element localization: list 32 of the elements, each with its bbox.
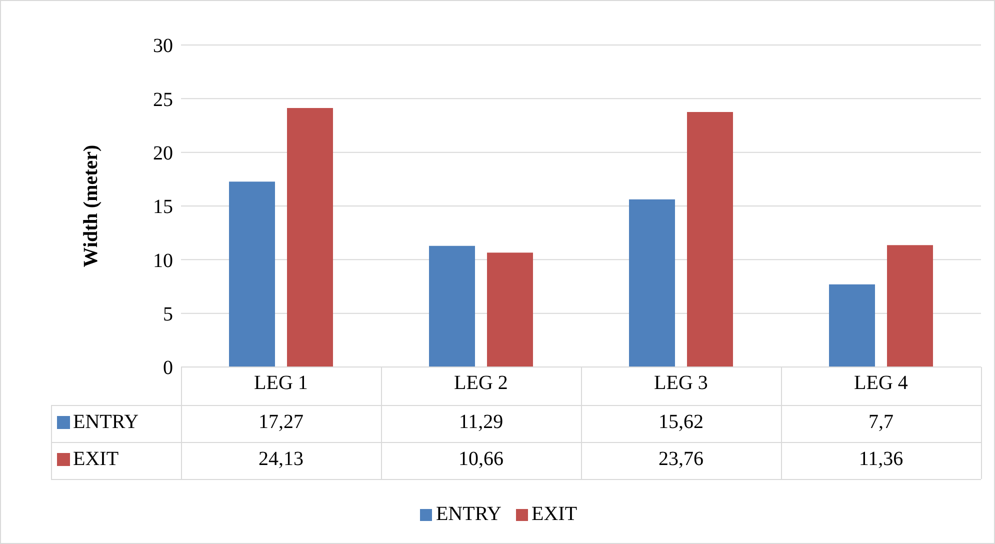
data-label: 17,27 bbox=[258, 411, 304, 434]
x-tick-label: LEG 3 bbox=[654, 372, 708, 394]
bar bbox=[487, 252, 533, 367]
bar bbox=[429, 246, 475, 367]
y-tick-label: 25 bbox=[153, 88, 173, 111]
bar bbox=[287, 108, 333, 367]
data-label: 23,76 bbox=[658, 448, 704, 471]
y-axis-title: Width (meter) bbox=[80, 144, 102, 268]
bar bbox=[229, 182, 275, 367]
data-label: 15,62 bbox=[658, 411, 704, 434]
x-tick-label: LEG 4 bbox=[854, 372, 908, 394]
text: EXIT bbox=[73, 448, 119, 470]
y-tick-label: 30 bbox=[153, 35, 173, 58]
x-tick-label: LEG 2 bbox=[454, 372, 508, 394]
bar bbox=[829, 284, 875, 367]
data-label: 11,36 bbox=[858, 448, 904, 471]
legend-label: ENTRY bbox=[73, 411, 139, 434]
data-label: 7,7 bbox=[868, 411, 894, 434]
data-label: 10,66 bbox=[458, 448, 504, 471]
text: ENTRY bbox=[436, 503, 502, 525]
y-tick-label: 20 bbox=[153, 142, 173, 164]
bar bbox=[687, 112, 733, 367]
data-label: 24,13 bbox=[258, 448, 304, 471]
bar bbox=[629, 199, 675, 367]
data-label: 11,29 bbox=[458, 411, 504, 434]
y-tick-label: 5 bbox=[163, 303, 173, 326]
x-tick-label: LEG 1 bbox=[254, 372, 308, 394]
bar bbox=[887, 245, 933, 367]
y-tick-label: 10 bbox=[153, 250, 173, 272]
y-tick-label: 15 bbox=[153, 196, 173, 218]
legend-label: EXIT bbox=[532, 503, 578, 526]
y-tick-label: 0 bbox=[163, 357, 173, 380]
